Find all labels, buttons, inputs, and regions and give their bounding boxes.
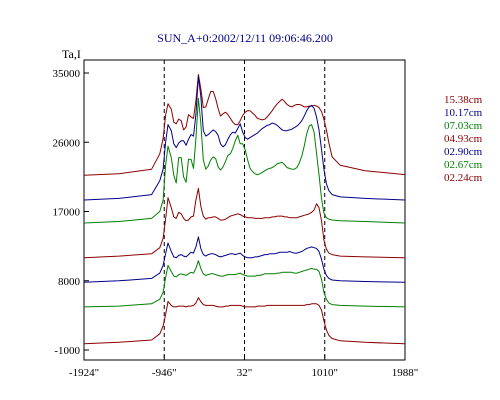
legend-item-15.38cm: 15.38cm: [444, 94, 483, 106]
y-tick-label: 17000: [53, 207, 81, 219]
legend: 15.38cm 10.17cm 07.03cm 04.93cm 02.90cm 02.67…: [444, 94, 482, 185]
series-line-15.38cm: [83, 74, 406, 176]
y-tick-label: -1000: [54, 345, 80, 357]
series-line-02.24cm: [83, 297, 406, 345]
chart-title: SUN_A+0:2002/12/11 09:06:46.200: [157, 31, 333, 45]
legend-item-02.67cm: 02.67cm: [444, 159, 483, 171]
series-layer: [83, 74, 406, 345]
legend-item-04.93cm: 04.93cm: [444, 133, 483, 145]
legend-item-02.24cm: 02.24cm: [444, 172, 483, 184]
x-tick-label: -1924": [69, 367, 99, 379]
legend-item-02.90cm: 02.90cm: [444, 146, 483, 158]
series-line-02.90cm: [83, 236, 406, 283]
series-line-02.67cm: [83, 260, 406, 308]
reference-lines: [163, 60, 326, 360]
x-tick-label: 1010": [312, 367, 339, 379]
series-line-04.93cm: [83, 187, 406, 259]
y-tick-label: 35000: [53, 68, 81, 80]
axis-layer: -1000 8000 17000 26000 35000 -1924" -946" 32" 10…: [53, 68, 419, 379]
series-line-07.03cm: [83, 97, 406, 224]
x-tick-label: 1988": [392, 367, 419, 379]
y-tick-label: 8000: [58, 276, 81, 288]
x-tick-label: 32": [237, 367, 253, 379]
y-axis-label: Ta,I: [62, 47, 81, 61]
series-line-10.17cm: [83, 76, 406, 201]
x-tick-label: -946": [152, 367, 177, 379]
y-tick-label: 26000: [53, 137, 81, 149]
legend-item-07.03cm: 07.03cm: [444, 120, 483, 132]
legend-item-10.17cm: 10.17cm: [444, 107, 483, 119]
